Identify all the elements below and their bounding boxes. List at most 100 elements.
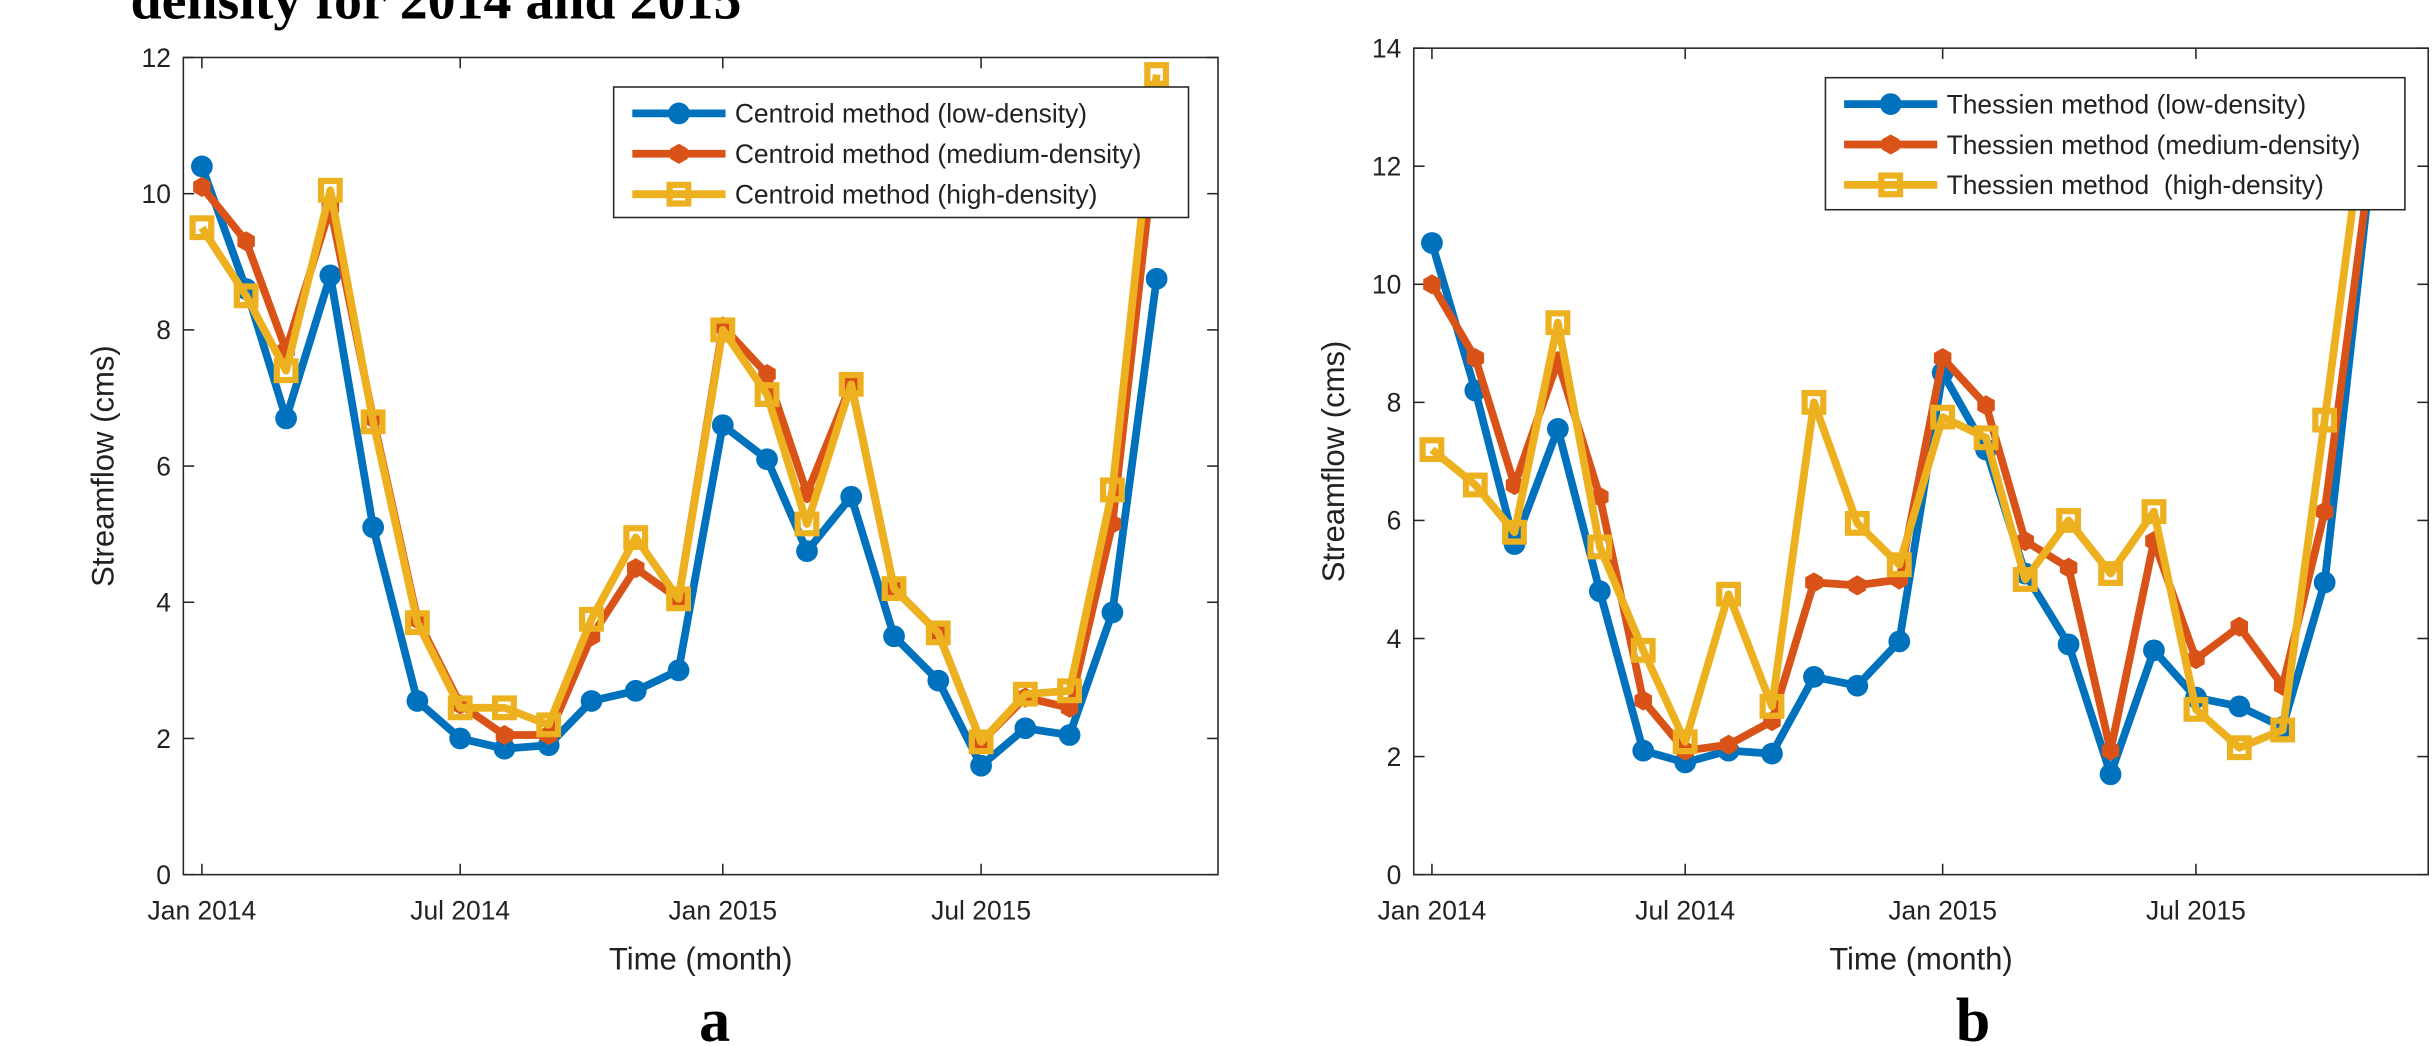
marker (1930, 404, 1956, 430)
legend-label: Centroid method (high-density) (735, 180, 1098, 210)
marker (1888, 630, 1911, 653)
marker (319, 264, 342, 287)
marker (626, 558, 645, 579)
marker (362, 516, 385, 539)
marker (2226, 735, 2252, 761)
legend-marker (1879, 93, 1902, 115)
y-tick-label: 12 (142, 43, 171, 73)
marker (758, 364, 776, 385)
marker (1933, 347, 1952, 369)
legend-label: Thessien method (low-density) (1947, 89, 2307, 119)
marker (1058, 724, 1081, 746)
marker (273, 358, 299, 384)
marker (2012, 567, 2038, 592)
marker (404, 610, 430, 636)
marker (1719, 734, 1738, 755)
marker (883, 625, 905, 648)
marker (1014, 717, 1037, 740)
legend-label: Centroid method (medium-density) (735, 139, 1142, 169)
panel-label: b (1956, 987, 1991, 1046)
x-tick-label: Jul 2015 (2146, 896, 2246, 926)
x-tick-label: Jan 2015 (668, 896, 777, 926)
marker (193, 176, 211, 197)
marker (2141, 499, 2167, 525)
marker (191, 155, 213, 178)
plot: 0 2 4 6 8 10 12 Jan 2014 Jul 2014 Jan 2015 Jul 201… (85, 43, 1219, 1046)
marker (447, 695, 473, 721)
marker (2315, 501, 2334, 522)
legend-marker (668, 102, 690, 125)
marker (1844, 510, 1870, 536)
marker (927, 669, 950, 692)
y-axis-label: Streamflow (cms) (85, 345, 120, 587)
y-tick-label: 4 (1387, 624, 1402, 654)
marker (925, 620, 951, 646)
x-axis-label: Time (month) (1829, 941, 2013, 976)
marker (493, 737, 516, 760)
y-tick-label: 6 (156, 451, 171, 481)
marker (1546, 418, 1569, 440)
marker (189, 215, 215, 241)
marker (754, 382, 780, 407)
marker (2099, 763, 2122, 786)
marker (624, 679, 647, 702)
figure-title: density for 2014 and 2015 (131, 0, 742, 32)
marker (796, 540, 818, 563)
marker (1588, 580, 1611, 603)
marker (1505, 474, 1524, 496)
y-tick-label: 14 (1372, 33, 1401, 63)
marker (1591, 486, 1609, 507)
marker (623, 525, 649, 550)
legend-label: Thessien method (medium-density) (1947, 130, 2361, 160)
x-tick-label: Jan 2014 (1378, 896, 1487, 926)
y-tick-label: 0 (1387, 860, 1402, 890)
marker (1502, 519, 1527, 545)
marker (1587, 534, 1613, 560)
marker (756, 448, 778, 471)
marker (1145, 267, 1168, 290)
marker (838, 371, 864, 397)
series-line (198, 74, 1161, 746)
marker (2057, 633, 2080, 656)
legend-marker (1881, 134, 1900, 155)
y-tick-label: 6 (1387, 506, 1402, 536)
marker (1462, 472, 1488, 498)
y-tick-label: 0 (156, 860, 171, 890)
y-axis-label: Streamflow (cms) (1316, 341, 1351, 583)
marker (711, 414, 734, 437)
marker (1761, 742, 1783, 765)
marker (1848, 575, 1867, 596)
marker (970, 754, 992, 777)
marker (2101, 740, 2120, 761)
marker (1632, 739, 1655, 762)
panel-label: a (699, 987, 730, 1046)
marker (2230, 616, 2249, 637)
marker (1801, 389, 1827, 415)
marker (1545, 310, 1571, 336)
marker (1716, 581, 1742, 607)
marker (1805, 572, 1823, 593)
y-tick-label: 2 (156, 724, 171, 754)
marker (710, 317, 736, 343)
y-tick-label: 8 (156, 315, 171, 345)
marker (1099, 477, 1125, 503)
legend-label: Thessien method (high-density) (1947, 170, 2324, 200)
marker (1630, 637, 1656, 663)
marker (2143, 639, 2165, 662)
x-tick-label: Jul 2014 (410, 896, 510, 926)
y-tick-label: 8 (1387, 388, 1402, 418)
marker (2016, 531, 2034, 552)
marker (2183, 696, 2209, 722)
marker (840, 485, 863, 508)
x-tick-label: Jul 2015 (931, 896, 1031, 926)
marker (1421, 232, 1443, 254)
marker (360, 409, 386, 435)
marker (1057, 678, 1083, 704)
marker (449, 727, 472, 750)
marker (2098, 561, 2124, 586)
marker (968, 729, 994, 755)
marker (1012, 681, 1038, 707)
marker (1672, 729, 1698, 755)
marker (881, 576, 907, 602)
y-tick-label: 10 (142, 179, 171, 209)
